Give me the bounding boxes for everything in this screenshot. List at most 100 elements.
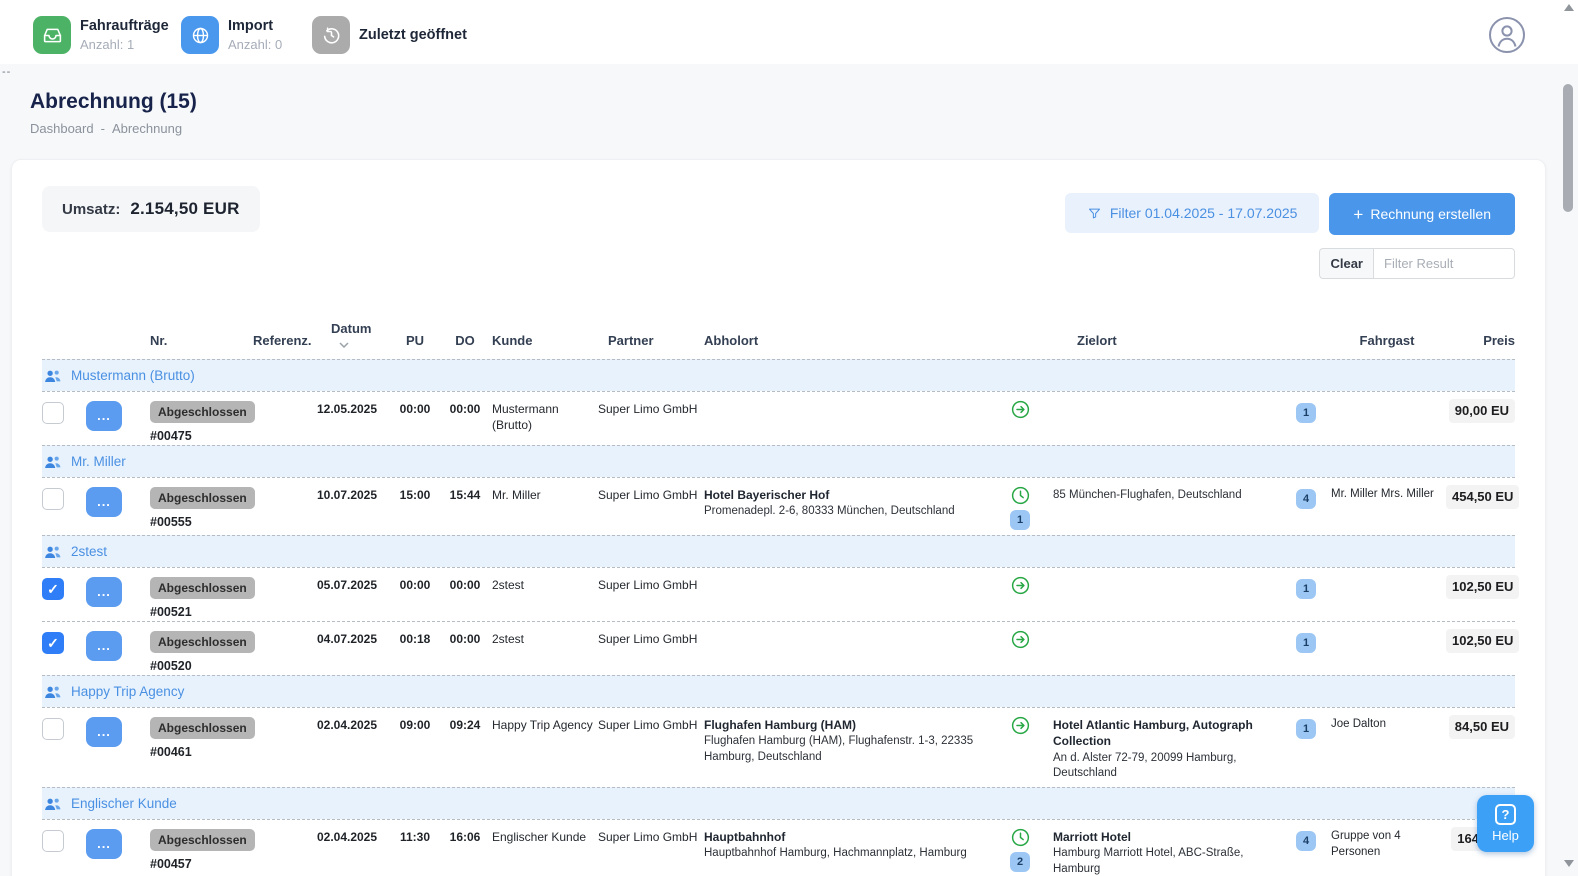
partner-cell: Super Limo GmbH [596, 568, 700, 593]
row-actions-button[interactable]: ... [86, 717, 122, 747]
module-import[interactable]: Import Anzahl: 0 [181, 16, 282, 54]
price-cell: 102,50 EU [1446, 622, 1515, 653]
direction-cell: 2 [998, 820, 1042, 872]
group-header-row[interactable]: 2stest [42, 535, 1515, 567]
date-filter-button[interactable]: Filter 01.04.2025 - 17.07.2025 [1065, 193, 1320, 233]
dropoff-time-cell: 00:00 [438, 568, 492, 593]
create-invoice-button[interactable]: + Rechnung erstellen [1329, 193, 1515, 235]
row-actions-button[interactable]: ... [86, 487, 122, 517]
header-referenz[interactable]: Referenz. [253, 333, 331, 348]
users-group-icon [43, 545, 62, 560]
dropoff-time-cell: 16:06 [438, 820, 492, 845]
hours-badge: 1 [1010, 510, 1030, 530]
passenger-name-cell: Joe Dalton [1328, 708, 1446, 733]
price-value: 454,50 EU [1446, 485, 1519, 509]
date-cell: 05.07.2025 [302, 568, 392, 593]
billing-card: Umsatz: 2.154,50 EUR Filter 01.04.2025 -… [11, 159, 1546, 876]
passenger-count-badge: 1 [1296, 579, 1316, 599]
row-checkbox[interactable] [42, 578, 64, 600]
clear-filter-button[interactable]: Clear [1319, 248, 1373, 279]
dropoff-time-cell: 00:00 [438, 392, 492, 417]
vertical-scrollbar[interactable] [1561, 0, 1575, 876]
header-pu[interactable]: PU [392, 333, 438, 348]
actions-cell: ... [86, 568, 150, 607]
users-group-icon [43, 369, 62, 384]
passenger-name-cell [1328, 568, 1446, 577]
number-cell: Abgeschlossen #00457 [150, 820, 302, 873]
row-checkbox[interactable] [42, 402, 64, 424]
users-group-icon [43, 797, 62, 812]
header-fahrgast[interactable]: Fahrgast [1328, 333, 1446, 348]
row-actions-button[interactable]: ... [86, 829, 122, 859]
group-header-row[interactable]: Happy Trip Agency [42, 675, 1515, 707]
breadcrumb: Dashboard - Abrechnung [30, 121, 1578, 136]
breadcrumb-dashboard[interactable]: Dashboard [30, 121, 94, 136]
header-kunde[interactable]: Kunde [492, 333, 596, 348]
number-cell: Abgeschlossen #00555 [150, 478, 302, 531]
destination-cell [1042, 622, 1284, 631]
header-zielort[interactable]: Zielort [1042, 333, 1284, 348]
header-datum[interactable]: Datum [331, 321, 392, 348]
module-fahrauftraege[interactable]: Fahraufträge Anzahl: 1 [33, 16, 169, 54]
partner-cell: Super Limo GmbH [596, 708, 700, 733]
row-checkbox[interactable] [42, 830, 64, 852]
number-cell: Abgeschlossen #00475 [150, 392, 302, 445]
module-count: Anzahl: 1 [80, 37, 169, 52]
status-badge: Abgeschlossen [150, 829, 255, 851]
status-badge: Abgeschlossen [150, 631, 255, 653]
price-value: 84,50 EU [1449, 715, 1515, 739]
help-button[interactable]: ? Help [1477, 795, 1534, 852]
passenger-count-cell: 1 [1284, 708, 1328, 739]
plus-icon: + [1353, 206, 1363, 223]
scroll-up-arrow-icon[interactable] [1564, 4, 1574, 11]
row-checkbox[interactable] [42, 718, 64, 740]
module-zuletzt-geoeffnet[interactable]: Zuletzt geöffnet [312, 16, 467, 54]
pickup-location-name: Hotel Bayerischer Hof [704, 487, 998, 503]
page-head: Abrechnung (15) Dashboard - Abrechnung [30, 90, 1578, 136]
users-group-icon [43, 455, 62, 470]
row-checkbox[interactable] [42, 488, 64, 510]
number-cell: Abgeschlossen #00521 [150, 568, 302, 621]
status-badge: Abgeschlossen [150, 401, 255, 423]
passenger-count-cell: 1 [1284, 392, 1328, 423]
group-header-row[interactable]: Englischer Kunde [42, 787, 1515, 819]
group-header-row[interactable]: Mustermann (Brutto) [42, 359, 1515, 391]
header-abholort[interactable]: Abholort [700, 333, 998, 348]
table-row: ... Abgeschlossen #00555 10.07.2025 15:0… [42, 477, 1515, 535]
header-do[interactable]: DO [438, 333, 492, 348]
module-label: Zuletzt geöffnet [359, 27, 467, 44]
page-dash-mark: -- [2, 66, 11, 78]
passenger-count-badge: 1 [1296, 633, 1316, 653]
header-nr[interactable]: Nr. [150, 333, 253, 348]
row-checkbox[interactable] [42, 632, 64, 654]
user-avatar-icon[interactable] [1488, 16, 1526, 54]
row-actions-button[interactable]: ... [86, 577, 122, 607]
passenger-name-cell [1328, 392, 1446, 401]
hours-badge: 2 [1010, 852, 1030, 872]
header-partner[interactable]: Partner [596, 333, 700, 348]
customer-cell: 2stest [492, 622, 596, 647]
passenger-count-badge: 1 [1296, 403, 1316, 423]
header-preis[interactable]: Preis [1446, 333, 1515, 348]
price-value: 102,50 EU [1446, 575, 1519, 599]
pickup-location-name: Hauptbahnhof [704, 829, 998, 845]
table-row: ... Abgeschlossen #00457 02.04.2025 11:3… [42, 819, 1515, 876]
arrow-circle-icon [1010, 399, 1031, 424]
globe-icon [181, 16, 219, 54]
price-cell: 90,00 EU [1446, 392, 1515, 423]
row-actions-button[interactable]: ... [86, 631, 122, 661]
row-actions-button[interactable]: ... [86, 401, 122, 431]
pickup-time-cell: 11:30 [392, 820, 438, 845]
question-mark-icon: ? [1495, 804, 1516, 825]
partner-cell: Super Limo GmbH [596, 392, 700, 417]
date-cell: 02.04.2025 [302, 820, 392, 845]
chevron-down-icon[interactable] [339, 342, 392, 348]
scroll-down-arrow-icon[interactable] [1564, 860, 1574, 867]
customer-cell: Mustermann (Brutto) [492, 392, 596, 433]
scrollbar-thumb[interactable] [1563, 84, 1573, 212]
filter-result-input[interactable] [1373, 248, 1515, 279]
group-header-row[interactable]: Mr. Miller [42, 445, 1515, 477]
customer-cell: Englischer Kunde [492, 820, 596, 845]
table-row: ... Abgeschlossen #00521 05.07.2025 00:0… [42, 567, 1515, 621]
order-number: #00520 [150, 658, 302, 675]
